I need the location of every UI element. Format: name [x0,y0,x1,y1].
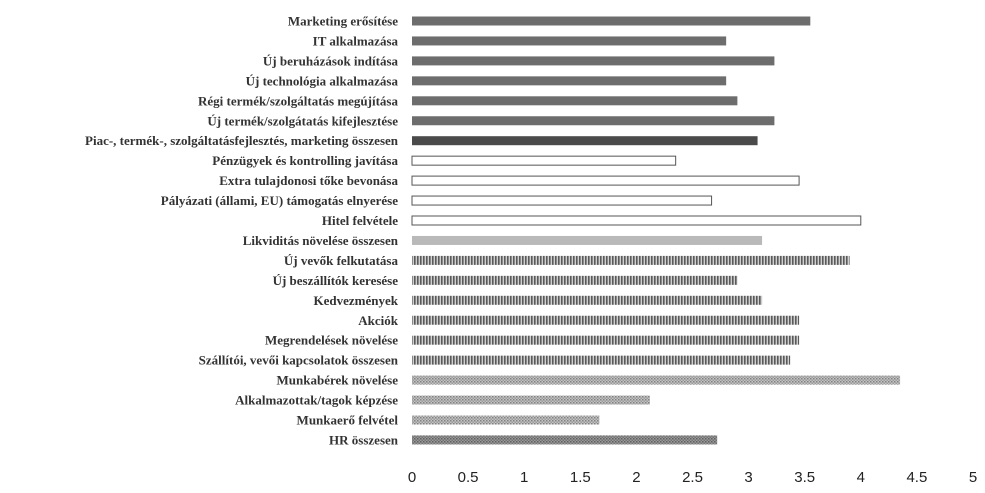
bar [412,96,738,106]
x-tick-label: 1 [520,469,528,486]
bar [412,116,775,126]
x-tick-label: 5 [969,469,977,486]
bar [412,56,775,66]
category-label: Új beruházások indítása [263,53,399,68]
x-tick-label: 1.5 [570,469,591,486]
x-tick-label: 4 [857,469,865,486]
bar [412,16,811,26]
x-axis-ticks: 0 0.5 1 1.5 2 2.5 3 3.5 4 4.5 5 [408,469,977,486]
category-label: Marketing erősítése [288,14,398,29]
category-label: HR összesen [329,432,399,447]
category-label: Megrendelések növelése [265,333,398,348]
x-tick-label: 3 [744,469,752,486]
bar [411,195,713,206]
bar [411,155,677,166]
bar [412,375,901,385]
category-label: Új beszállítók keresése [273,273,399,288]
category-label: Likviditás növelése összesen [243,233,399,248]
category-label: Alkalmazottak/tagok képzése [235,393,398,408]
category-label: Új vevők felkutatása [284,253,399,268]
x-tick-label: 2.5 [682,469,703,486]
bar [411,175,800,186]
category-label: Kedvezmények [314,293,399,308]
category-label: Pályázati (állami, EU) támogatás elnyeré… [161,193,398,208]
category-label: Akciók [358,313,399,328]
category-label: Hitel felvétele [322,213,398,228]
bar [412,335,800,345]
x-tick-label: 0 [408,469,416,486]
category-label: Szállítói, vevői kapcsolatok összesen [199,353,399,368]
category-label: Munkabérek növelése [277,373,399,388]
x-tick-label: 4.5 [906,469,927,486]
bar [412,136,758,146]
bar [412,275,738,285]
category-label: Piac-, termék-, szolgáltatásfejlesztés, … [85,133,399,148]
x-tick-label: 0.5 [458,469,479,486]
bar [412,36,727,46]
bar [411,215,862,226]
category-label: Extra tulajdonosi tőke bevonása [219,173,398,188]
x-tick-label: 2 [632,469,640,486]
bar [412,315,800,325]
category-label: IT alkalmazása [313,33,399,48]
bar [412,355,791,365]
bar [412,415,600,425]
category-label: Új technológia alkalmazása [246,73,399,88]
bar [412,235,763,245]
bar [412,435,718,445]
category-label: Munkaerő felvétel [297,413,399,428]
bars [411,16,901,445]
bar [412,295,763,305]
category-label: Régi termék/szolgáltatás megújítása [198,93,399,108]
bar [412,255,850,265]
category-labels: Marketing erősítése IT alkalmazása Új beru… [85,14,399,448]
bar [412,76,727,86]
category-label: Új termék/szolgátatás kifejlesztése [207,113,398,128]
x-tick-label: 3.5 [794,469,815,486]
bar [412,395,650,405]
category-label: Pénzügyek és kontrolling javítása [212,153,398,168]
